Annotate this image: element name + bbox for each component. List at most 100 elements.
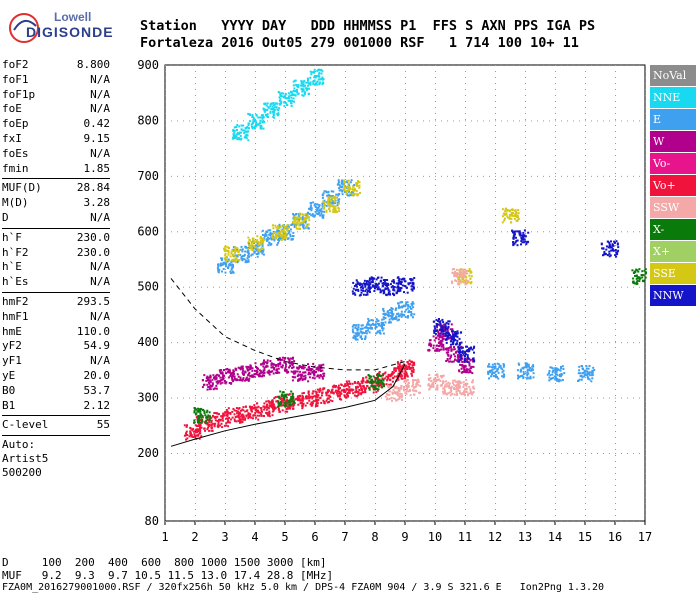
data-point bbox=[312, 400, 315, 403]
grid-dot bbox=[615, 401, 616, 402]
data-point bbox=[252, 118, 255, 121]
data-point bbox=[546, 373, 549, 376]
grid-dot bbox=[567, 397, 568, 399]
data-point bbox=[588, 378, 591, 381]
data-point bbox=[310, 209, 313, 212]
data-point bbox=[470, 366, 473, 369]
grid-dot bbox=[555, 401, 556, 402]
data-point bbox=[376, 389, 379, 392]
data-point bbox=[393, 367, 396, 370]
grid-dot bbox=[615, 203, 616, 204]
grid-dot bbox=[183, 342, 184, 344]
data-point bbox=[413, 363, 416, 366]
grid-dot bbox=[609, 342, 610, 344]
data-point bbox=[266, 362, 268, 365]
grid-dot bbox=[195, 461, 196, 462]
grid-dot bbox=[585, 83, 586, 84]
grid-dot bbox=[285, 149, 286, 150]
data-point bbox=[261, 121, 264, 124]
data-point bbox=[215, 374, 218, 377]
data-point bbox=[217, 426, 220, 429]
grid-dot bbox=[315, 509, 316, 510]
data-point bbox=[304, 84, 307, 87]
grid-dot bbox=[555, 251, 556, 252]
grid-dot bbox=[225, 455, 226, 456]
grid-dot bbox=[585, 119, 586, 120]
data-point bbox=[496, 368, 499, 370]
data-point bbox=[319, 78, 322, 81]
grid-dot bbox=[543, 231, 544, 233]
x-tick-label: 2 bbox=[191, 530, 198, 544]
grid-dot bbox=[585, 407, 586, 408]
grid-dot bbox=[315, 286, 316, 288]
data-point bbox=[250, 410, 253, 413]
data-point bbox=[268, 237, 271, 240]
grid-dot bbox=[285, 119, 286, 120]
grid-dot bbox=[435, 233, 436, 234]
grid-dot bbox=[447, 231, 448, 233]
data-point bbox=[277, 407, 280, 410]
grid-dot bbox=[405, 143, 406, 144]
grid-dot bbox=[405, 521, 406, 522]
grid-dot bbox=[165, 341, 166, 342]
data-point bbox=[451, 360, 454, 363]
grid-dot bbox=[495, 521, 496, 522]
data-point bbox=[383, 372, 386, 375]
grid-dot bbox=[585, 323, 586, 324]
parameter-row: foF2 8.800 bbox=[2, 58, 110, 73]
data-point bbox=[356, 385, 359, 388]
grid-dot bbox=[591, 453, 592, 454]
parameter-value: 110.0 bbox=[76, 324, 110, 338]
data-point bbox=[520, 375, 523, 378]
grid-dot bbox=[225, 397, 226, 399]
parameter-row: h`Es N/A bbox=[2, 275, 110, 290]
grid-dot bbox=[435, 155, 436, 156]
grid-dot bbox=[375, 113, 376, 114]
grid-dot bbox=[165, 359, 166, 360]
data-point bbox=[251, 374, 254, 377]
grid-dot bbox=[357, 175, 358, 177]
data-point bbox=[185, 430, 188, 433]
data-point bbox=[239, 378, 242, 380]
grid-dot bbox=[525, 497, 526, 498]
data-point bbox=[292, 80, 295, 83]
grid-dot bbox=[615, 311, 616, 312]
data-point bbox=[241, 421, 244, 424]
grid-dot bbox=[165, 353, 166, 354]
grid-dot bbox=[459, 65, 460, 66]
grid-dot bbox=[267, 521, 268, 522]
grid-dot bbox=[477, 521, 478, 522]
grid-dot bbox=[609, 231, 610, 233]
grid-dot bbox=[309, 120, 310, 122]
grid-dot bbox=[585, 389, 586, 390]
data-point bbox=[200, 426, 203, 429]
grid-dot bbox=[375, 425, 376, 426]
grid-dot bbox=[615, 269, 616, 270]
data-point bbox=[339, 397, 341, 400]
data-point bbox=[410, 361, 413, 363]
data-point bbox=[307, 227, 310, 230]
grid-dot bbox=[405, 389, 406, 390]
grid-dot bbox=[645, 83, 646, 84]
grid-dot bbox=[285, 173, 286, 174]
data-point bbox=[364, 335, 367, 338]
grid-dot bbox=[405, 197, 406, 198]
data-point bbox=[293, 403, 296, 406]
data-point bbox=[234, 378, 237, 381]
data-point bbox=[553, 375, 556, 378]
grid-dot bbox=[465, 485, 466, 486]
data-point bbox=[330, 198, 333, 201]
data-point bbox=[555, 378, 558, 381]
grid-dot bbox=[219, 175, 220, 177]
grid-dot bbox=[255, 335, 256, 336]
data-point bbox=[265, 113, 267, 116]
data-point bbox=[252, 414, 255, 417]
grid-dot bbox=[165, 89, 166, 90]
data-point bbox=[360, 331, 363, 334]
data-point bbox=[436, 349, 438, 352]
grid-dot bbox=[567, 175, 568, 177]
data-point bbox=[461, 357, 464, 360]
data-point bbox=[321, 375, 324, 378]
data-point bbox=[382, 310, 385, 313]
grid-dot bbox=[435, 461, 436, 462]
